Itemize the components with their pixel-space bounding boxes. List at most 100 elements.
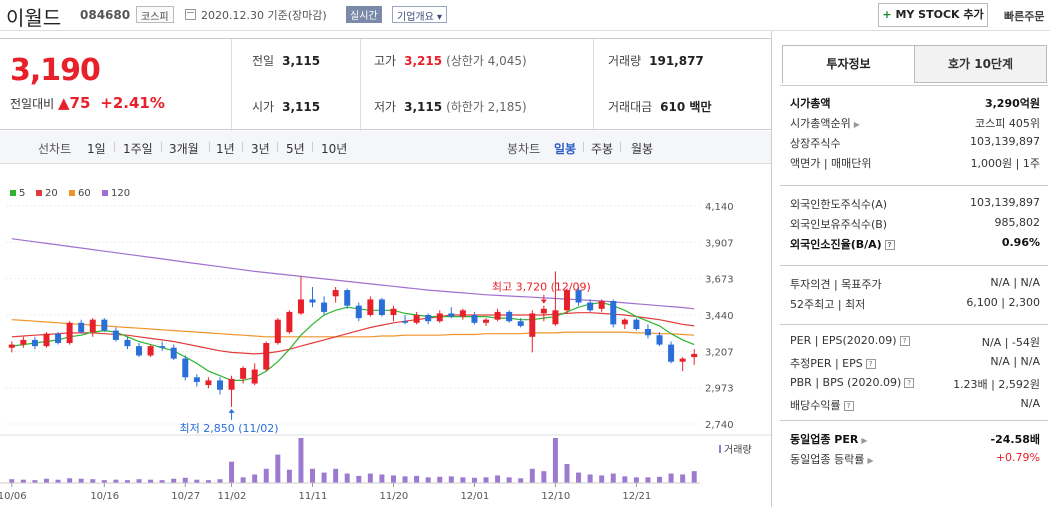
candle-body [228,378,235,390]
x-tick-label: 12/21 [622,491,651,502]
period-5y[interactable]: 5년 [286,142,305,156]
help-icon[interactable]: ? [884,240,895,250]
info-label: 동일업종 등락률 ▶ [790,453,874,466]
info-row[interactable]: 시가총액순위 ▶ 코스피 405위 [790,115,1040,133]
divider [593,39,594,131]
volume-bar [55,479,61,483]
volume-bar [286,469,292,483]
tab-quote-10[interactable]: 호가 10단계 [914,45,1047,83]
volume-bar [691,471,697,483]
info-label: 투자의견 | 목표주가 [790,278,882,291]
volume-bar [333,468,339,483]
volume-bar [541,471,547,483]
top-bar: 이월드 084680 코스피 2020.12.30 기준(장마감) 실시간 기업… [0,0,1050,31]
candle-body [679,358,686,362]
stock-name: 이월드 [6,6,62,30]
volume-bar [657,476,663,483]
volume-bar [495,475,501,483]
info-row[interactable]: 동일업종 PER ▶ -24.58배 [790,431,1040,449]
candle-weekly[interactable]: 주봉 [591,142,614,156]
candle-body [240,367,247,379]
volume-bar [159,480,165,483]
quick-order-link[interactable]: 빠른주문 [1004,10,1045,23]
info-row: 외국인소진율(B/A)? 0.96% [790,236,1040,254]
volume-bar [136,479,142,483]
legend-label: 120 [111,188,130,199]
volume-bar [90,479,96,483]
candle-body [402,321,409,323]
candle-monthly[interactable]: 월봉 [631,142,654,156]
candle-body [448,313,455,317]
volume-bar [529,468,535,483]
help-icon[interactable]: ? [843,401,854,411]
info-value: 103,139,897 [970,196,1040,209]
realtime-button[interactable]: 실시간 [346,6,382,23]
tab-investment-info[interactable]: 투자정보 [782,45,915,83]
help-icon[interactable]: ? [904,378,915,388]
candle-daily[interactable]: 일봉 [554,142,577,156]
candle-body [31,339,38,347]
y-tick-label: 3,907 [705,238,734,249]
x-tick-label: 11/02 [218,491,247,502]
info-row[interactable]: 동일업종 등락률 ▶ +0.79% [790,451,1040,469]
volume-bar [356,475,362,483]
candle-body [425,315,432,322]
info-value: N/A | -54원 [981,336,1040,349]
chevron-down-icon: ▾ [437,12,443,23]
period-3m[interactable]: 3개월 [169,142,199,156]
stock-chart[interactable]: 5 20 60 120 4,140 3,907 3,673 3,440 3,207 2,973 2,… [0,165,771,507]
prev-close-value: 3,115 [282,54,321,68]
y-tick-label: 3,440 [705,311,734,322]
arrow-right-icon: ▶ [861,436,868,445]
add-mystock-button[interactable]: + MY STOCK 추가 [878,3,988,27]
info-label: 시가총액 [790,97,831,110]
amount-label: 거래대금 [608,100,653,114]
info-label: PER | EPS(2020.09)? [790,334,910,347]
ma60-line [11,319,695,338]
divider [360,39,361,131]
x-tick-label: 10/27 [171,491,200,502]
candle-body [112,330,119,340]
period-10y[interactable]: 10년 [321,142,348,156]
company-overview-dropdown[interactable]: 기업개요 ▾ [392,6,448,23]
candle-chart-label: 봉차트 [507,142,541,156]
candle-body [309,299,316,303]
divider [780,265,1048,266]
volume-bar [32,480,38,483]
period-3y[interactable]: 3년 [251,142,270,156]
info-row: 액면가 | 매매단위 1,000원 | 1주 [790,155,1040,173]
candle-body [89,319,96,333]
period-1w[interactable]: 1주일 [123,142,153,156]
help-icon[interactable]: ? [899,336,910,346]
candle-body [159,346,166,348]
volume-bar [483,477,489,483]
candle-body [610,300,617,325]
low-label: 저가 [374,100,397,114]
volume-bar [113,479,119,483]
volume-bar [20,479,26,483]
legend-swatch [10,190,16,196]
x-tick-label: 12/01 [460,491,489,502]
low-value: 3,115 [404,100,443,114]
plus-icon: + [882,8,892,21]
help-icon[interactable]: ? [865,359,876,369]
arrow-right-icon: ▶ [853,120,860,129]
legend-label: 60 [78,188,91,199]
volume-bar [124,480,130,483]
candle-body [390,308,397,315]
volume-bar [67,478,73,483]
period-1y[interactable]: 1년 [216,142,235,156]
y-tick-label: 2,973 [705,384,734,395]
low-arrow-head [228,408,235,413]
info-row: 투자의견 | 목표주가 N/A | N/A [790,276,1040,294]
lower-limit: (하한가 2,185) [446,100,527,114]
volume-label: 거래량 [608,54,642,68]
candle-body [367,299,374,315]
info-row: 추정PER | EPS? N/A | N/A [790,355,1040,373]
candle-body [286,311,293,333]
volume-bar [668,473,674,483]
divider [620,142,621,152]
candle-body [147,346,154,356]
volume-bar [240,477,246,483]
period-1d[interactable]: 1일 [87,142,106,156]
